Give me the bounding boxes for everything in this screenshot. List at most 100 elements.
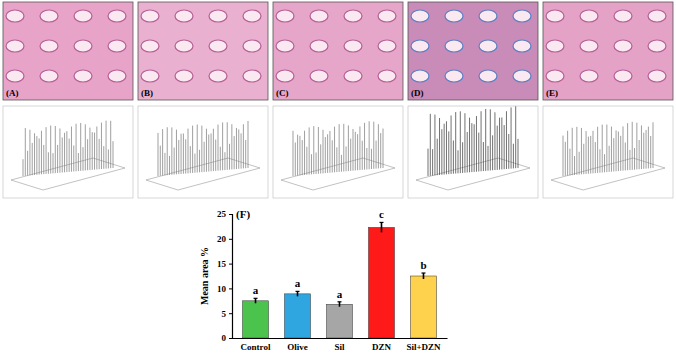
x-axis-line xyxy=(233,338,448,339)
surface-spike xyxy=(32,143,33,175)
surface-spike xyxy=(59,128,60,172)
surface-spike xyxy=(64,133,65,173)
surface-spike xyxy=(78,153,79,171)
tubule xyxy=(445,70,463,82)
surface-spike xyxy=(504,125,505,169)
x-axis: ControlOliveSilDZNSil+DZN xyxy=(233,338,448,352)
surface-spike xyxy=(220,147,221,171)
surface-spike xyxy=(101,123,102,169)
micrograph xyxy=(273,2,403,100)
surface-spike xyxy=(576,127,577,175)
significance-letter: a xyxy=(295,277,301,289)
tubule xyxy=(378,10,396,22)
surface-spike xyxy=(309,127,310,174)
tubule xyxy=(209,40,227,52)
y-tick: 20 xyxy=(217,234,232,244)
surface-spike xyxy=(245,140,246,168)
y-tick-label: 15 xyxy=(217,259,227,269)
surface-spike xyxy=(169,156,170,175)
surface-spike xyxy=(593,131,594,173)
surface-spike xyxy=(323,130,324,174)
surface-spike xyxy=(453,140,454,173)
surface-spike xyxy=(71,127,72,172)
y-tick-mark xyxy=(229,264,232,265)
tubule xyxy=(243,70,261,82)
error-bar xyxy=(296,291,300,296)
tubule xyxy=(546,10,564,22)
surface-spike xyxy=(499,118,500,170)
surface-spike xyxy=(518,139,519,168)
surface-spike xyxy=(364,123,365,170)
surface-spike xyxy=(306,147,307,175)
surface-spike xyxy=(369,121,370,169)
surface-spike xyxy=(66,131,67,172)
surface-spike xyxy=(446,121,447,174)
tubule xyxy=(648,10,666,22)
surface-spike xyxy=(87,139,88,170)
surface-spike xyxy=(599,149,600,172)
x-tick: DZN xyxy=(372,338,392,352)
error-stem xyxy=(381,222,383,232)
bar xyxy=(410,276,436,338)
surface-spike xyxy=(62,137,63,172)
micrograph xyxy=(408,2,538,100)
significance-letter: a xyxy=(253,284,259,296)
surface-spike xyxy=(313,126,314,174)
surface-spike xyxy=(439,118,440,175)
surface-spike xyxy=(36,136,37,175)
y-tick: 5 xyxy=(222,309,233,319)
surface-spike xyxy=(348,125,349,171)
surface-spike xyxy=(302,140,303,175)
error-cap xyxy=(254,298,258,299)
error-cap xyxy=(379,222,383,223)
surface-spike xyxy=(357,134,358,170)
surface-spike xyxy=(481,111,482,171)
tubule xyxy=(479,40,497,52)
surface-spike xyxy=(304,131,305,175)
tubule xyxy=(445,10,463,22)
surface-spike xyxy=(469,118,470,173)
error-stem xyxy=(255,298,257,303)
surface-spike xyxy=(229,144,230,170)
surface-spike xyxy=(478,133,479,172)
surface-spike xyxy=(34,133,35,175)
surface-spike xyxy=(171,127,172,174)
error-cap xyxy=(338,301,342,302)
surface-spike xyxy=(506,111,507,169)
bar-chart: aaacb0510152025ControlOliveSilDZNSil+DZN… xyxy=(199,208,448,352)
surface-spike xyxy=(434,115,435,176)
surface-spike xyxy=(113,141,114,168)
tubule xyxy=(276,40,294,52)
surface-spike xyxy=(178,140,179,174)
surface-spike xyxy=(92,132,93,170)
panel-label: (E) xyxy=(546,88,558,98)
x-tick: Sil+DZN xyxy=(406,338,441,352)
error-stem xyxy=(297,291,299,296)
surface-spike xyxy=(73,145,74,171)
surface-spike xyxy=(158,133,159,176)
surface-spike xyxy=(595,142,596,173)
surface-spike xyxy=(471,123,472,172)
surface-spike xyxy=(327,134,328,173)
surface-spike xyxy=(646,130,647,169)
surface-spike xyxy=(501,117,502,169)
surface-spike xyxy=(569,149,570,176)
bar xyxy=(326,304,352,338)
tubule xyxy=(614,40,632,52)
surface-spike xyxy=(380,133,381,168)
y-tick: 25 xyxy=(217,209,232,219)
y-axis: 0510152025 xyxy=(217,209,233,343)
bar xyxy=(284,294,310,338)
surface-spike xyxy=(602,125,603,173)
surface-spike xyxy=(508,134,509,169)
surface-spike xyxy=(437,139,438,175)
surface-spike xyxy=(29,130,30,176)
tubule xyxy=(580,40,598,52)
surface-spike xyxy=(211,133,212,171)
micrograph xyxy=(3,2,133,100)
significance-letter: c xyxy=(379,208,384,220)
surface-spike xyxy=(215,140,216,171)
tubule xyxy=(513,70,531,82)
panel: (A) xyxy=(3,2,133,198)
tubule xyxy=(614,70,632,82)
